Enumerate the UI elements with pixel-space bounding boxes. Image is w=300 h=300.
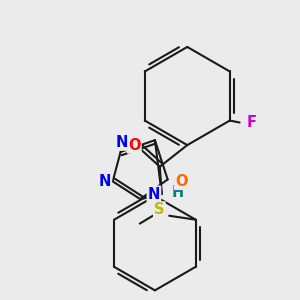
Text: H: H [171,185,184,200]
Text: F: F [246,115,256,130]
Text: N: N [99,174,111,189]
Text: O: O [175,174,188,189]
Text: S: S [154,202,165,217]
Text: N: N [115,135,128,150]
Text: N: N [148,187,160,202]
Text: O: O [128,138,140,153]
